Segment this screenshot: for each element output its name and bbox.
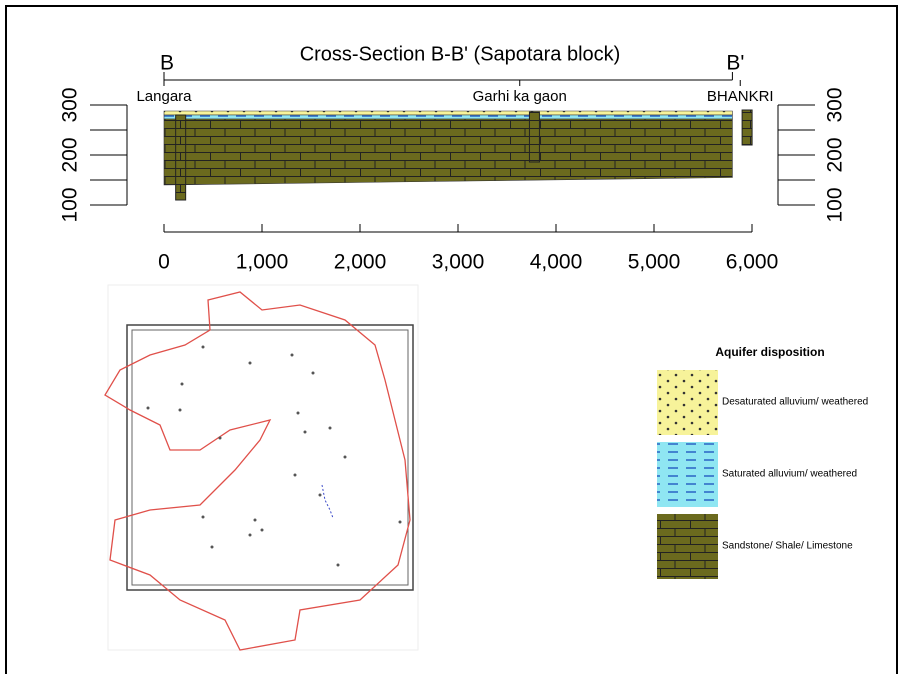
x-tick-label: 0 [158,251,170,274]
location-label: BHANKRI [707,88,774,105]
layer [164,115,732,119]
x-tick-label: 3,000 [432,251,485,274]
legend-label: Desaturated alluvium/ weathered [722,397,868,408]
y-tick-label-left: 200 [59,137,82,172]
y-tick-label-right: 300 [824,87,847,122]
y-tick-label-right: 200 [824,137,847,172]
y-tick-label-right: 100 [824,187,847,222]
map-frame [108,285,418,650]
x-tick-label: 5,000 [628,251,681,274]
chart-title: Cross-Section B-B' (Sapotara block) [300,43,621,65]
layer [164,119,732,185]
legend-label: Sandstone/ Shale/ Limestone [722,541,853,552]
page: {"chart_data": { "type": "cross-section"… [0,0,904,679]
y-tick-label-left: 100 [59,187,82,222]
well [529,112,539,162]
well [176,115,186,200]
legend-swatch [657,370,718,435]
x-tick-label: 2,000 [334,251,387,274]
map [105,285,418,650]
well [742,110,752,145]
legend-swatch [657,514,718,579]
location-label: Garhi ka gaon [473,88,567,105]
figure: Cross-Section B-B' (Sapotara block) Aqui… [0,0,904,674]
x-tick-label: 1,000 [236,251,289,274]
y-tick-label-left: 300 [59,87,82,122]
legend-label: Saturated alluvium/ weathered [722,469,857,480]
layer [164,111,732,115]
x-tick-label: 6,000 [726,251,779,274]
legend-title: Aquifer disposition [715,345,824,359]
section-end-label: B [160,52,174,75]
legend-swatch [657,442,718,507]
section-end-label: B' [726,52,744,75]
x-tick-label: 4,000 [530,251,583,274]
location-label: Langara [136,88,192,105]
